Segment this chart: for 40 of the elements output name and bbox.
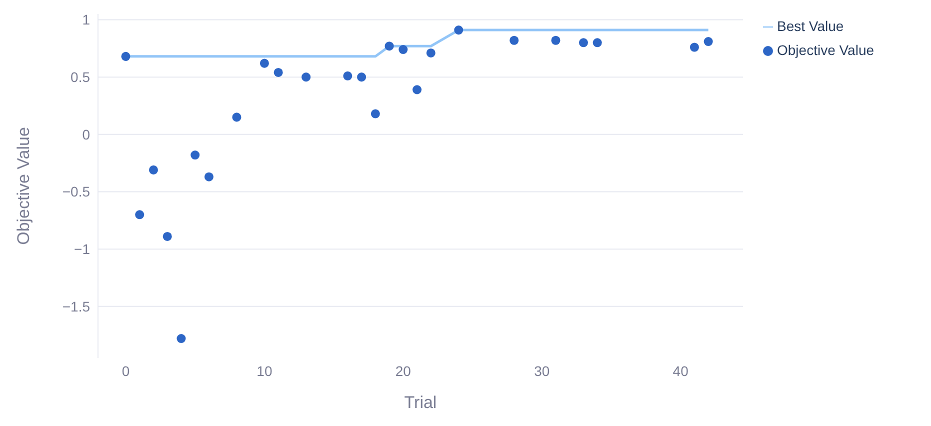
y-tick-label: 0.5 [70,69,90,86]
point [204,172,214,182]
point [135,210,144,220]
point [578,38,588,48]
point [704,37,713,46]
point [121,52,130,61]
point [148,165,158,174]
x-tick-label: 20 [395,362,412,379]
x-tick-label: 30 [534,362,550,379]
point [592,38,602,48]
x-tick-label: 10 [256,362,272,379]
x-tick-label: 40 [672,362,689,379]
point [398,45,408,54]
y-tick-label: −1.5 [62,298,90,314]
point [302,72,311,82]
y-tick-label: −0.5 [62,184,90,200]
y-tick-label: 0 [82,126,90,142]
point [412,85,422,94]
point [384,42,394,51]
point [274,68,283,77]
legend-label: Objective Value [777,42,874,58]
legend-label: Best Value [777,18,844,34]
y-axis-title: Objective Value [14,127,34,245]
point [551,36,560,45]
point [162,232,172,241]
point [190,150,200,160]
point [370,109,380,118]
y-tick-label: 1 [82,12,90,28]
point [510,36,519,45]
point [232,112,242,122]
point [343,71,352,80]
point [357,72,366,82]
y-tick-label: −1 [74,241,90,258]
point [454,26,464,35]
x-axis-title: Trial [404,393,437,412]
point [426,48,436,58]
point [260,58,269,68]
x-tick-label: 0 [122,362,130,379]
point [690,42,699,52]
point [176,334,186,344]
